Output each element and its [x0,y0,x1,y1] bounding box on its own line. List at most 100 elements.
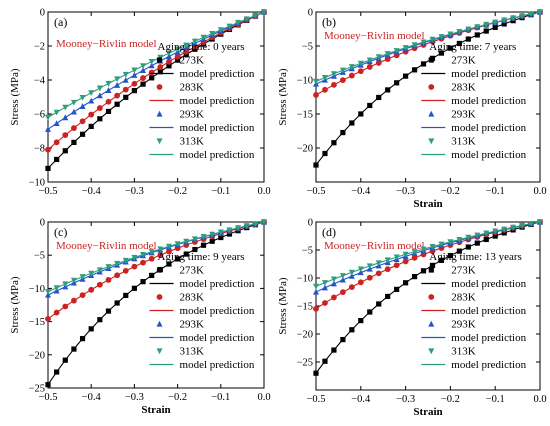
legend-series-name: 313K [451,346,476,358]
data-point-313K [456,29,463,35]
x-tick-label: −0.2 [168,186,187,197]
data-point-293K [313,288,319,295]
data-point-273K [123,292,129,299]
data-point-313K [528,11,535,18]
data-point-273K [474,240,480,246]
data-point-283K [114,272,121,279]
legend-marker-273K [156,57,163,63]
data-point-273K [492,24,498,30]
data-point-283K [53,139,60,146]
data-point-313K [528,221,535,227]
data-point-283K [322,300,328,306]
data-point-313K [501,17,508,24]
x-tick-label: −0.4 [351,394,371,405]
data-point-313K [402,251,409,258]
data-point-313K [114,76,121,83]
legend-marker-273K [156,267,163,273]
data-point-283K [79,292,86,299]
x-tick-label: −0.3 [396,394,415,405]
legend-model-label: model prediction [451,149,526,161]
data-point-273K [429,262,436,269]
model-curve-273K [47,11,265,169]
panel-a: −0.5 −0.4 −0.3 −0.2 −0.1 0.0 −10 −8 −6 −4 −2 0 Stres… [9,8,271,198]
data-point-293K [79,103,86,109]
data-point-313K [438,34,445,40]
x-tick-label: −0.3 [396,186,415,197]
legend-model-label: model prediction [451,95,526,107]
data-point-313K [53,109,60,116]
data-point-283K [339,289,346,296]
y-tick-label: −10 [297,76,313,87]
data-point-313K [429,244,436,250]
legend-marker-313K [156,348,163,355]
data-point-313K [174,241,181,248]
legend-marker-293K [156,110,163,117]
data-point-283K [122,267,129,274]
data-point-313K [492,19,499,26]
data-point-273K [313,370,319,376]
data-point-273K [420,61,427,67]
legend-marker-293K [428,110,435,117]
data-point-313K [45,114,51,121]
data-point-313K [393,254,400,261]
data-point-313K [131,254,138,261]
data-point-313K [366,263,373,270]
data-point-313K [148,249,155,255]
data-point-273K [403,73,409,79]
y-tick-label: −25 [29,384,45,395]
data-point-313K [252,12,259,19]
data-point-283K [71,297,77,304]
data-point-313K [348,269,355,276]
data-point-313K [321,280,328,286]
x-tick-label: −0.4 [82,186,102,197]
data-point-273K [385,293,391,300]
legend-model-label: model prediction [180,359,255,371]
x-tick-label: −0.5 [306,394,325,405]
data-point-313K [261,9,267,16]
x-tick-label: −0.5 [38,186,57,197]
x-axis-label: Strain [141,404,170,416]
y-tick-label: −10 [29,178,45,189]
data-point-283K [166,248,172,255]
data-point-313K [105,264,112,270]
data-point-273K [349,120,355,126]
data-point-273K [166,63,172,69]
y-tick-label: −5 [34,251,45,262]
data-point-313K [45,289,51,295]
data-point-313K [339,67,346,74]
data-point-313K [88,270,95,277]
data-point-293K [114,82,121,88]
legend-series-name: 313K [180,346,205,358]
data-point-273K [394,286,400,292]
data-point-293K [70,108,77,115]
data-point-313K [510,224,517,231]
data-point-273K [149,75,155,81]
data-point-313K [62,281,69,288]
legend-title: Aging time: 0 years [158,41,245,53]
data-point-273K [88,326,94,332]
data-point-273K [192,246,198,253]
data-point-313K [235,19,242,26]
data-point-273K [322,358,328,364]
data-point-273K [411,274,418,280]
data-point-273K [438,50,445,56]
data-point-313K [393,48,400,54]
data-point-273K [483,236,489,243]
panel-b: −0.5 −0.4 −0.3 −0.2 −0.1 0.0 −20 −15 −10 −5 0 Stres… [277,8,547,211]
legend-model-label: model prediction [451,278,526,290]
legend-series-name: 293K [451,319,476,331]
data-point-313K [330,276,337,283]
data-point-283K [88,111,95,118]
x-axis-label: Strain [413,198,442,210]
y-tick-label: −15 [297,110,313,121]
data-point-273K [131,285,137,291]
legend-series-name: 313K [451,136,476,148]
data-point-283K [375,60,382,66]
data-point-293K [330,280,337,287]
data-point-273K [123,94,129,100]
y-tick-label: −15 [29,317,45,328]
data-point-313K [114,260,121,267]
data-point-283K [131,80,138,87]
data-point-313K [131,67,138,74]
data-point-283K [339,77,346,84]
